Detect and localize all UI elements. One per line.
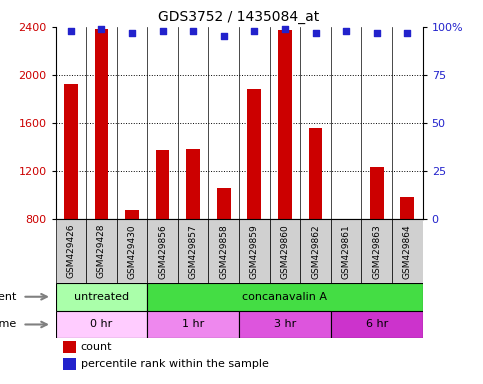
Bar (270, 219, 300, 283)
Bar (278, 30, 292, 219)
Bar (400, 197, 414, 219)
Bar (247, 89, 261, 219)
Bar (63, 341, 76, 353)
Point (373, 30, 381, 36)
Bar (63, 358, 76, 370)
Bar (309, 127, 323, 219)
Bar (147, 311, 239, 338)
Text: time: time (0, 319, 17, 329)
Text: GSM429858: GSM429858 (219, 224, 228, 279)
Bar (117, 219, 147, 283)
Bar (370, 167, 384, 219)
Bar (239, 311, 331, 338)
Point (98, 26, 105, 32)
Text: GSM429862: GSM429862 (311, 224, 320, 279)
Bar (178, 219, 209, 283)
Bar (147, 219, 178, 283)
Bar (86, 219, 117, 283)
Text: GSM429864: GSM429864 (403, 224, 412, 279)
Bar (147, 283, 423, 311)
Bar (331, 311, 423, 338)
Text: GSM429428: GSM429428 (97, 224, 106, 278)
Text: GSM429859: GSM429859 (250, 224, 259, 279)
Point (281, 26, 289, 32)
Bar (56, 311, 147, 338)
Point (159, 28, 167, 34)
Bar (156, 151, 170, 219)
Bar (217, 188, 231, 219)
Text: GSM429430: GSM429430 (128, 224, 137, 279)
Point (189, 28, 197, 34)
Bar (239, 219, 270, 283)
Point (251, 28, 258, 34)
Point (220, 33, 227, 40)
Bar (339, 219, 353, 222)
Text: percentile rank within the sample: percentile rank within the sample (81, 359, 269, 369)
Text: GSM429863: GSM429863 (372, 224, 381, 279)
Title: GDS3752 / 1435084_at: GDS3752 / 1435084_at (158, 10, 320, 25)
Text: agent: agent (0, 292, 17, 302)
Text: untreated: untreated (74, 292, 129, 302)
Bar (331, 219, 361, 283)
Text: concanavalin A: concanavalin A (242, 292, 327, 302)
Bar (56, 283, 147, 311)
Text: GSM429426: GSM429426 (66, 224, 75, 278)
Bar (56, 219, 86, 283)
Bar (209, 219, 239, 283)
Text: 6 hr: 6 hr (366, 319, 388, 329)
Text: 1 hr: 1 hr (182, 319, 204, 329)
Text: GSM429861: GSM429861 (341, 224, 351, 279)
Bar (95, 29, 108, 219)
Point (67, 28, 75, 34)
Bar (361, 219, 392, 283)
Point (128, 30, 136, 36)
Text: GSM429860: GSM429860 (281, 224, 289, 279)
Bar (300, 219, 331, 283)
Text: count: count (81, 341, 112, 351)
Point (342, 28, 350, 34)
Bar (392, 219, 423, 283)
Text: GSM429856: GSM429856 (158, 224, 167, 279)
Text: 3 hr: 3 hr (274, 319, 296, 329)
Point (403, 30, 411, 36)
Bar (186, 149, 200, 219)
Point (312, 30, 319, 36)
Bar (125, 210, 139, 219)
Text: GSM429857: GSM429857 (189, 224, 198, 279)
Bar (64, 84, 78, 219)
Text: 0 hr: 0 hr (90, 319, 113, 329)
